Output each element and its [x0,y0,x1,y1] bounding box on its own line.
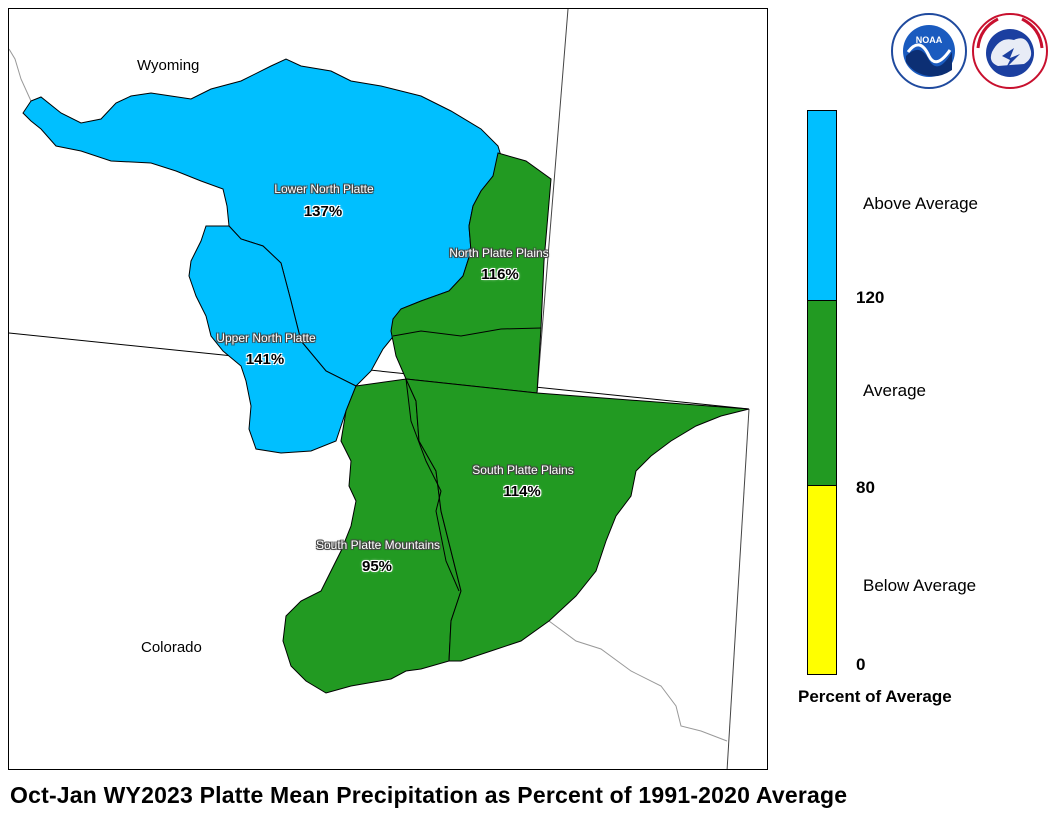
legend-swatch-average [808,300,836,486]
river-line-south [548,620,728,742]
noaa-logo-text: NOAA [916,35,943,45]
wy-ne-border-line [536,9,569,394]
basin-value-north-platte-plains: 116% [481,266,519,283]
basin-value-upper-north-platte: 141% [245,351,285,368]
state-label-wyoming: Wyoming [137,57,200,74]
noaa-logo-icon: NOAA [891,13,967,89]
legend-label-below: Below Average [863,576,977,595]
legend-title: Percent of Average [798,687,952,706]
basin-label-lower-north-platte: Lower North Platte [274,182,374,196]
map-frame: Wyoming Colorado Lower North Platte 137%… [8,8,768,770]
internal-boundary-north [392,327,542,337]
legend-tick-120: 120 [856,288,885,307]
internal-boundary-south [405,378,460,592]
legend-swatch-above [808,111,836,300]
nws-logo [970,12,1050,95]
basin-label-south-platte-plains: South Platte Plains [472,463,574,477]
co-ne-border-line [726,408,750,769]
page-title: Oct-Jan WY2023 Platte Mean Precipitation… [10,782,848,808]
legend-label-average: Average [863,381,927,400]
state-label-colorado: Colorado [141,639,202,656]
basin-label-north-platte-plains: North Platte Plains [449,246,549,260]
legend-color-bar [807,110,837,675]
legend-swatch-below [808,486,836,674]
river-line-west [9,48,32,102]
legend-tick-80: 80 [856,478,875,497]
basin-value-south-platte-mountains: 95% [361,558,393,575]
legend-tick-0: 0 [856,655,866,674]
map-canvas [9,9,750,769]
basin-south-platte-plains[interactable] [405,378,750,662]
noaa-logo: NOAA [890,12,968,95]
basin-label-upper-north-platte: Upper North Platte [216,331,316,345]
basin-value-south-platte-plains: 114% [503,483,541,500]
legend-label-above: Above Average [863,194,978,213]
nws-logo-icon [972,13,1048,89]
basin-north-platte-plains[interactable] [390,152,552,394]
wy-co-border-line [9,332,750,410]
basin-upper-north-platte[interactable] [188,225,357,454]
basin-label-south-platte-mountains: South Platte Mountains [315,538,441,552]
basin-value-lower-north-platte: 137% [303,203,343,220]
